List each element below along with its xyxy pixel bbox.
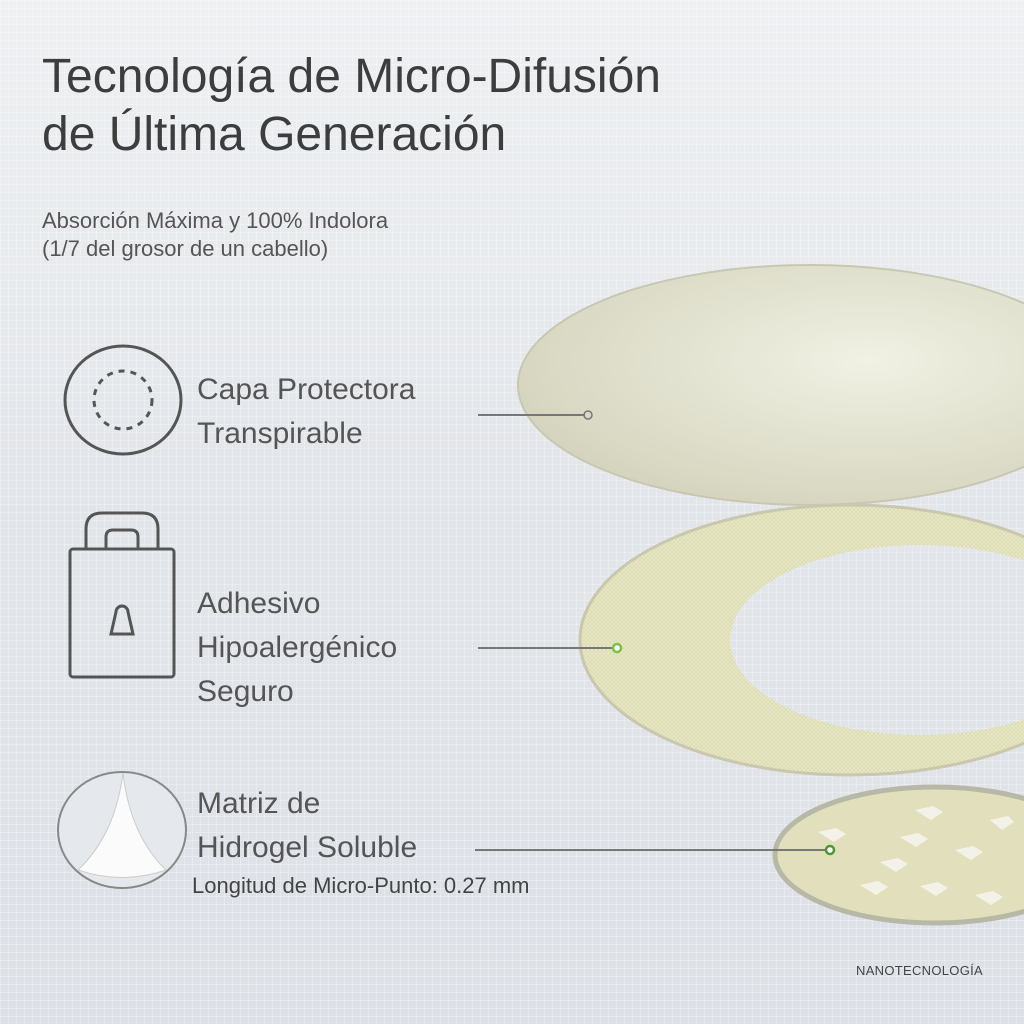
label-line: Adhesivo bbox=[197, 587, 321, 620]
dashed-circle-icon bbox=[63, 344, 183, 456]
label-line: Hidrogel Soluble bbox=[197, 831, 418, 864]
connector-lines bbox=[475, 410, 836, 856]
protective-layer-disc bbox=[517, 264, 1024, 506]
layer-label-adhesive: Adhesivo Hipoalergénico Seguro bbox=[197, 582, 397, 714]
page-title: Tecnología de Micro-Difusión de Última G… bbox=[42, 48, 661, 164]
microneedle-cone-icon bbox=[57, 771, 187, 889]
brand-footer: NANOTECNOLOGÍA bbox=[856, 963, 983, 978]
label-line: Transpirable bbox=[197, 417, 363, 450]
label-line: Capa Protectora bbox=[197, 373, 416, 406]
subtitle-line-1: Absorción Máxima y 100% Indolora bbox=[42, 208, 389, 233]
adhesive-layer-ring bbox=[578, 503, 1024, 777]
layer-label-hydrogel: Matriz de Hidrogel Soluble bbox=[197, 782, 417, 870]
microneedle-length-note: Longitud de Micro-Punto: 0.27 mm bbox=[192, 873, 530, 898]
label-line: Hipoalergénico bbox=[197, 631, 398, 664]
layer-label-protective: Capa Protectora Transpirable bbox=[197, 368, 415, 456]
subtitle-line-2: (1/7 del grosor de un cabello) bbox=[42, 236, 329, 261]
subtitle: Absorción Máxima y 100% Indolora (1/7 de… bbox=[42, 207, 388, 263]
label-line: Seguro bbox=[197, 675, 294, 708]
title-line-1: Tecnología de Micro-Difusión bbox=[42, 50, 661, 103]
padlock-icon bbox=[68, 511, 176, 679]
hydrogel-microneedle-disc bbox=[772, 784, 1024, 926]
title-line-2: de Última Generación bbox=[42, 108, 507, 161]
label-line: Matriz de bbox=[197, 787, 321, 820]
